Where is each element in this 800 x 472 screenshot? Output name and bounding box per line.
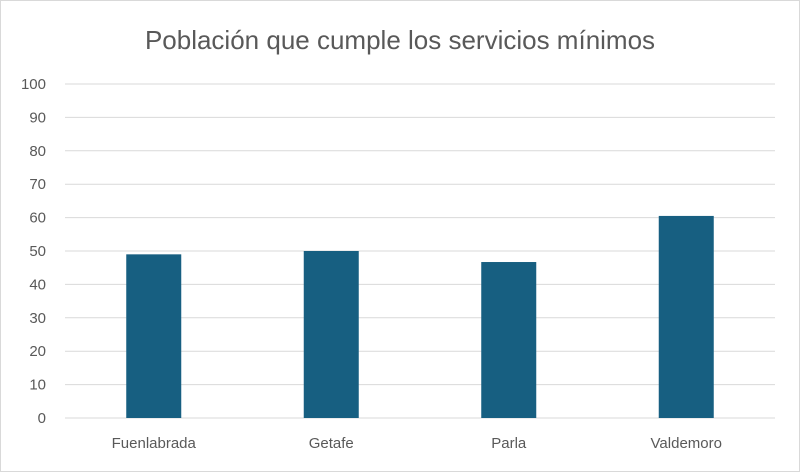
bar-parla [481,262,537,418]
y-tick-label: 100 [21,76,46,93]
bar-getafe [303,251,359,418]
y-tick-label: 70 [29,176,46,193]
y-tick-label: 10 [29,377,46,394]
bar-valdemoro [658,215,714,418]
y-tick-label: 80 [29,143,46,160]
y-tick-label: 60 [29,210,46,227]
x-tick-label: Fuenlabrada [112,435,197,452]
bar-fuenlabrada [126,254,182,418]
chart-title: Población que cumple los servicios mínim… [145,25,655,55]
y-tick-label: 90 [29,109,46,126]
y-tick-label: 30 [29,310,46,327]
y-tick-label: 50 [29,243,46,260]
y-tick-label: 20 [29,343,46,360]
y-tick-label: 40 [29,276,46,293]
x-tick-label: Parla [491,435,527,452]
x-tick-label: Getafe [309,435,354,452]
x-tick-label: Valdemoro [651,435,722,452]
y-tick-label: 0 [38,410,46,427]
